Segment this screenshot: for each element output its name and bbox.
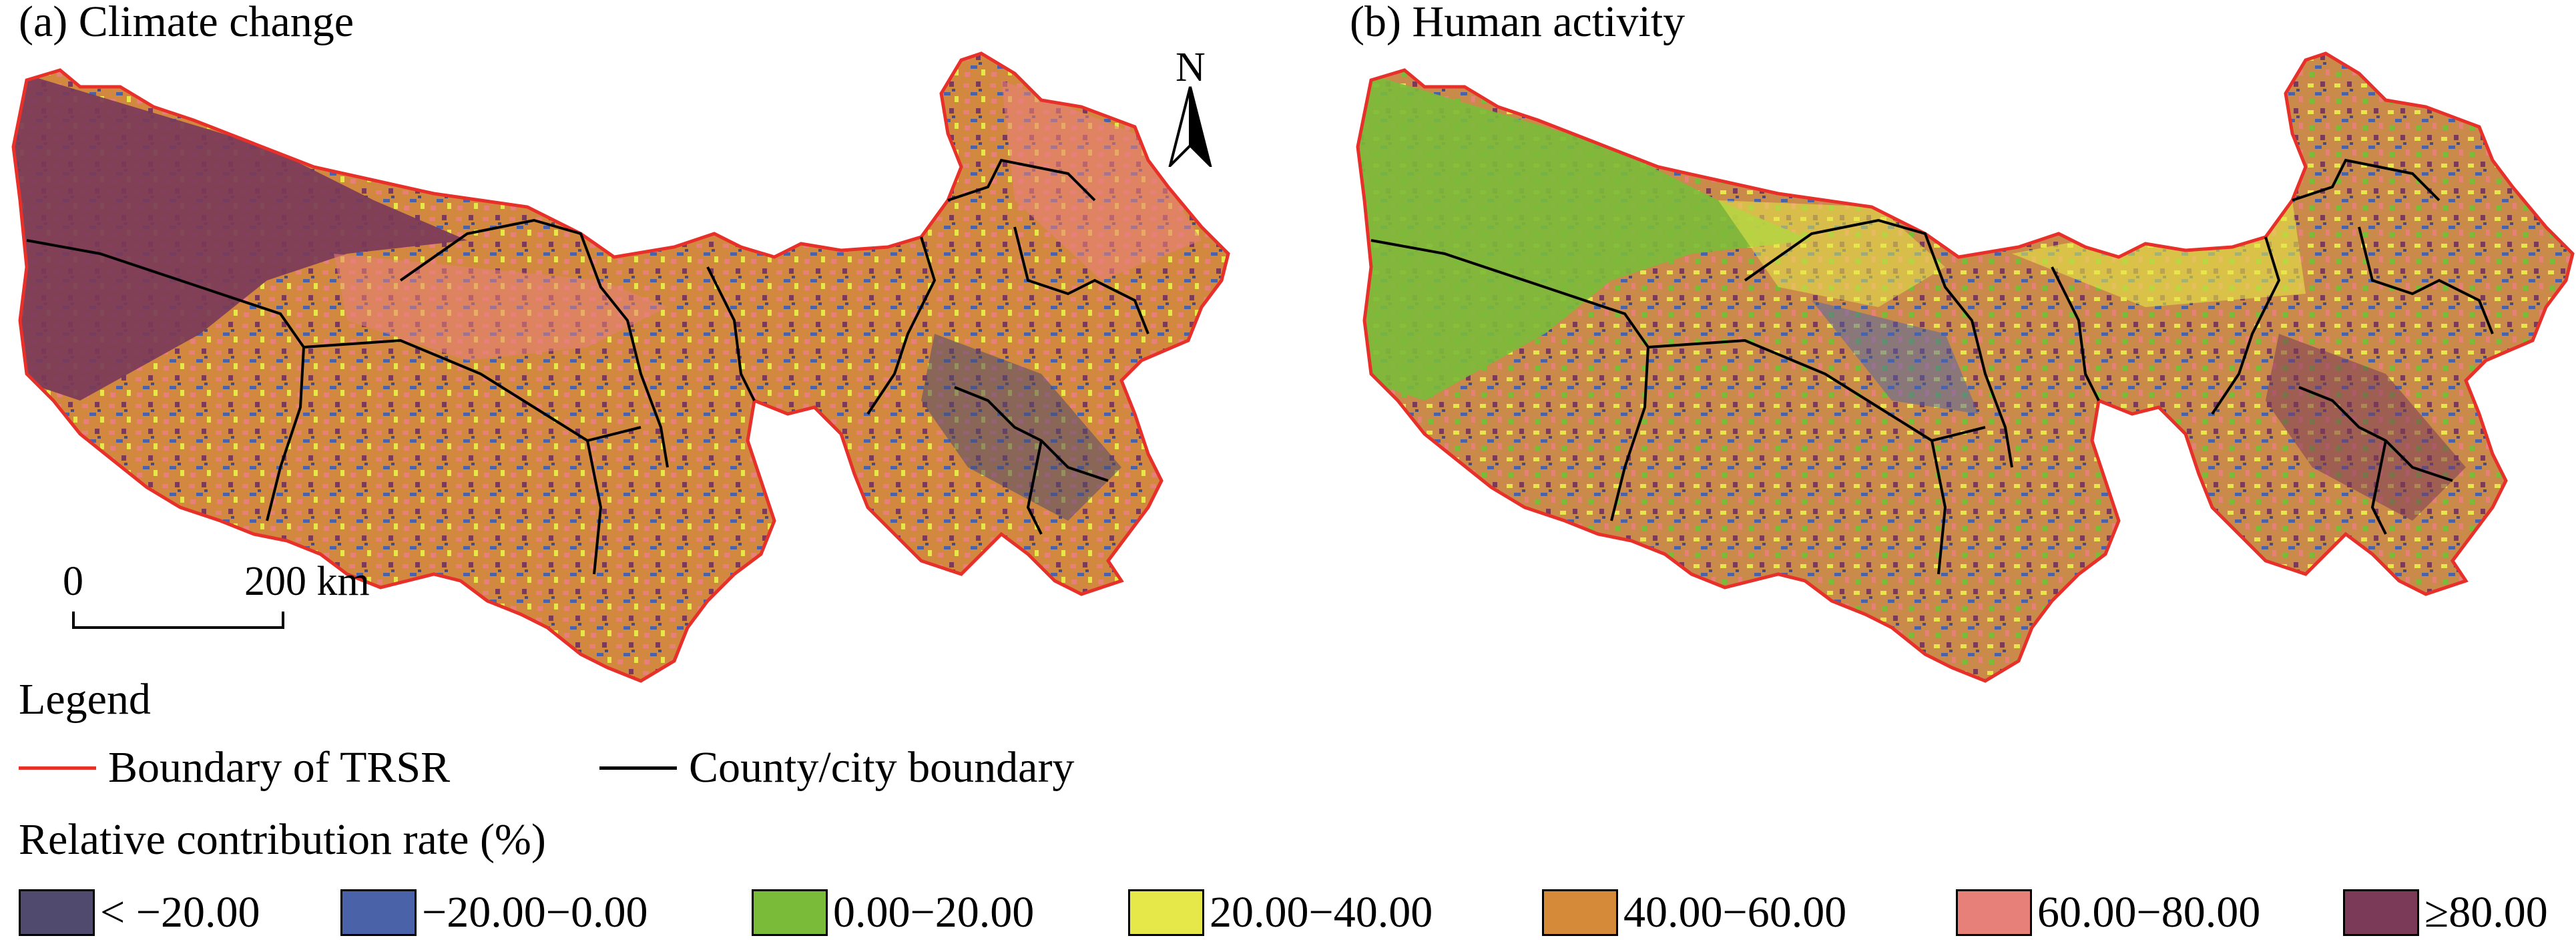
north-arrow-icon <box>1168 86 1212 167</box>
class-label: −20.00−0.00 <box>422 888 648 937</box>
legend-class-item: 60.00−80.00 <box>1956 888 2260 937</box>
class-swatch <box>1542 889 1618 936</box>
legend-subheading: Relative contribution rate (%) <box>19 815 546 864</box>
legend-class-item: < −20.00 <box>19 888 260 937</box>
scale-line <box>72 612 284 629</box>
north-label: N <box>1176 45 1206 90</box>
north-arrow: N <box>1165 47 1225 167</box>
class-swatch <box>1128 889 1204 936</box>
class-label: ≥80.00 <box>2424 888 2548 937</box>
class-label: 60.00−80.00 <box>2037 888 2261 937</box>
legend-item-label: Boundary of TRSR <box>108 743 451 792</box>
class-label: 40.00−60.00 <box>1623 888 1847 937</box>
legend-class-item: 40.00−60.00 <box>1542 888 1846 937</box>
legend-class-item: 20.00−40.00 <box>1128 888 1433 937</box>
human-activity-map <box>1344 0 2576 694</box>
black-line-swatch <box>599 766 677 770</box>
legend-class-item: 0.00−20.00 <box>752 888 1034 937</box>
red-line-swatch <box>19 766 96 770</box>
class-swatch <box>2343 889 2419 936</box>
scale-bar: 0 200 km <box>53 561 454 634</box>
legend-item-trsr-boundary: Boundary of TRSR <box>19 746 450 790</box>
climate-change-map <box>0 0 1268 694</box>
class-swatch <box>752 889 828 936</box>
class-label: 0.00−20.00 <box>833 888 1035 937</box>
class-swatch <box>1956 889 2032 936</box>
scale-end-label: 200 km <box>244 559 370 604</box>
legend-class-item: −20.00−0.00 <box>340 888 648 937</box>
class-swatch <box>340 889 417 936</box>
class-swatch <box>19 889 95 936</box>
legend-item-county-boundary: County/city boundary <box>599 746 1074 790</box>
panel-a-title: (a) Climate change <box>19 0 354 46</box>
panel-b-title: (b) Human activity <box>1350 0 1686 46</box>
scale-start-label: 0 <box>63 559 83 604</box>
class-label: 20.00−40.00 <box>1210 888 1433 937</box>
legend-class-item: ≥80.00 <box>2343 888 2548 937</box>
legend-heading: Legend <box>19 675 151 724</box>
class-label: < −20.00 <box>100 888 260 937</box>
legend-item-label: County/city boundary <box>689 743 1075 792</box>
